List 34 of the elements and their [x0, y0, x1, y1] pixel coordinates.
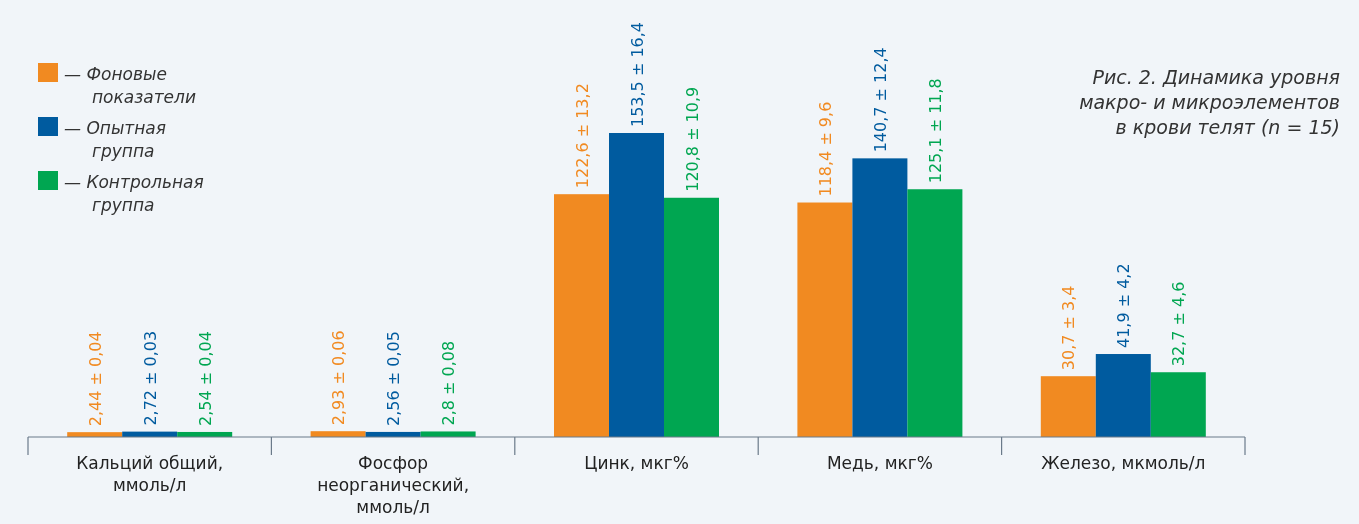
data-label: 2,8 ± 0,08 — [439, 340, 459, 426]
data-label: 153,5 ± 16,4 — [627, 21, 647, 127]
data-label: 125,1 ± 11,8 — [925, 78, 945, 184]
x-tick-label: Железо, мкмоль/л — [1041, 453, 1206, 473]
data-label: 41,9 ± 4,2 — [1114, 263, 1134, 349]
data-label: 2,93 ± 0,06 — [329, 330, 349, 426]
bar — [907, 189, 963, 437]
data-label: 2,54 ± 0,04 — [195, 331, 215, 426]
bar — [609, 133, 664, 437]
data-label: 2,72 ± 0,03 — [140, 330, 160, 426]
bar — [1040, 376, 1096, 437]
data-label: 118,4 ± 9,6 — [815, 101, 835, 197]
legend-label: — Контрольная группа — [64, 172, 204, 215]
data-label: 120,8 ± 10,9 — [682, 86, 702, 192]
data-label: 140,7 ± 12,4 — [870, 47, 890, 153]
legend-label: — Фоновые показатели — [64, 64, 196, 107]
x-tick-label: Цинк, мкг% — [584, 453, 689, 473]
bar — [1095, 354, 1151, 437]
data-label: 32,7 ± 4,6 — [1169, 281, 1189, 367]
legend-label: — Опытная группа — [64, 118, 166, 161]
data-label: 122,6 ± 13,2 — [572, 83, 592, 189]
data-label: 30,7 ± 3,4 — [1059, 285, 1079, 371]
data-label: 2,44 ± 0,04 — [85, 331, 105, 427]
x-tick-label: Фосфор неорганический, ммоль/л — [317, 453, 470, 517]
x-tick-label: Медь, мкг% — [826, 453, 933, 473]
bar — [664, 197, 719, 437]
data-label: 2,56 ± 0,05 — [384, 331, 404, 426]
x-tick-label: Кальций общий, ммоль/л — [76, 453, 224, 495]
chart-title: Рис. 2. Динамика уровня макро- и микроэлементов в крови телят (n = 15) — [1079, 66, 1340, 138]
bar — [420, 431, 476, 437]
bar — [1150, 372, 1206, 437]
bar — [797, 202, 853, 437]
bar — [852, 158, 908, 437]
bar — [554, 194, 609, 437]
